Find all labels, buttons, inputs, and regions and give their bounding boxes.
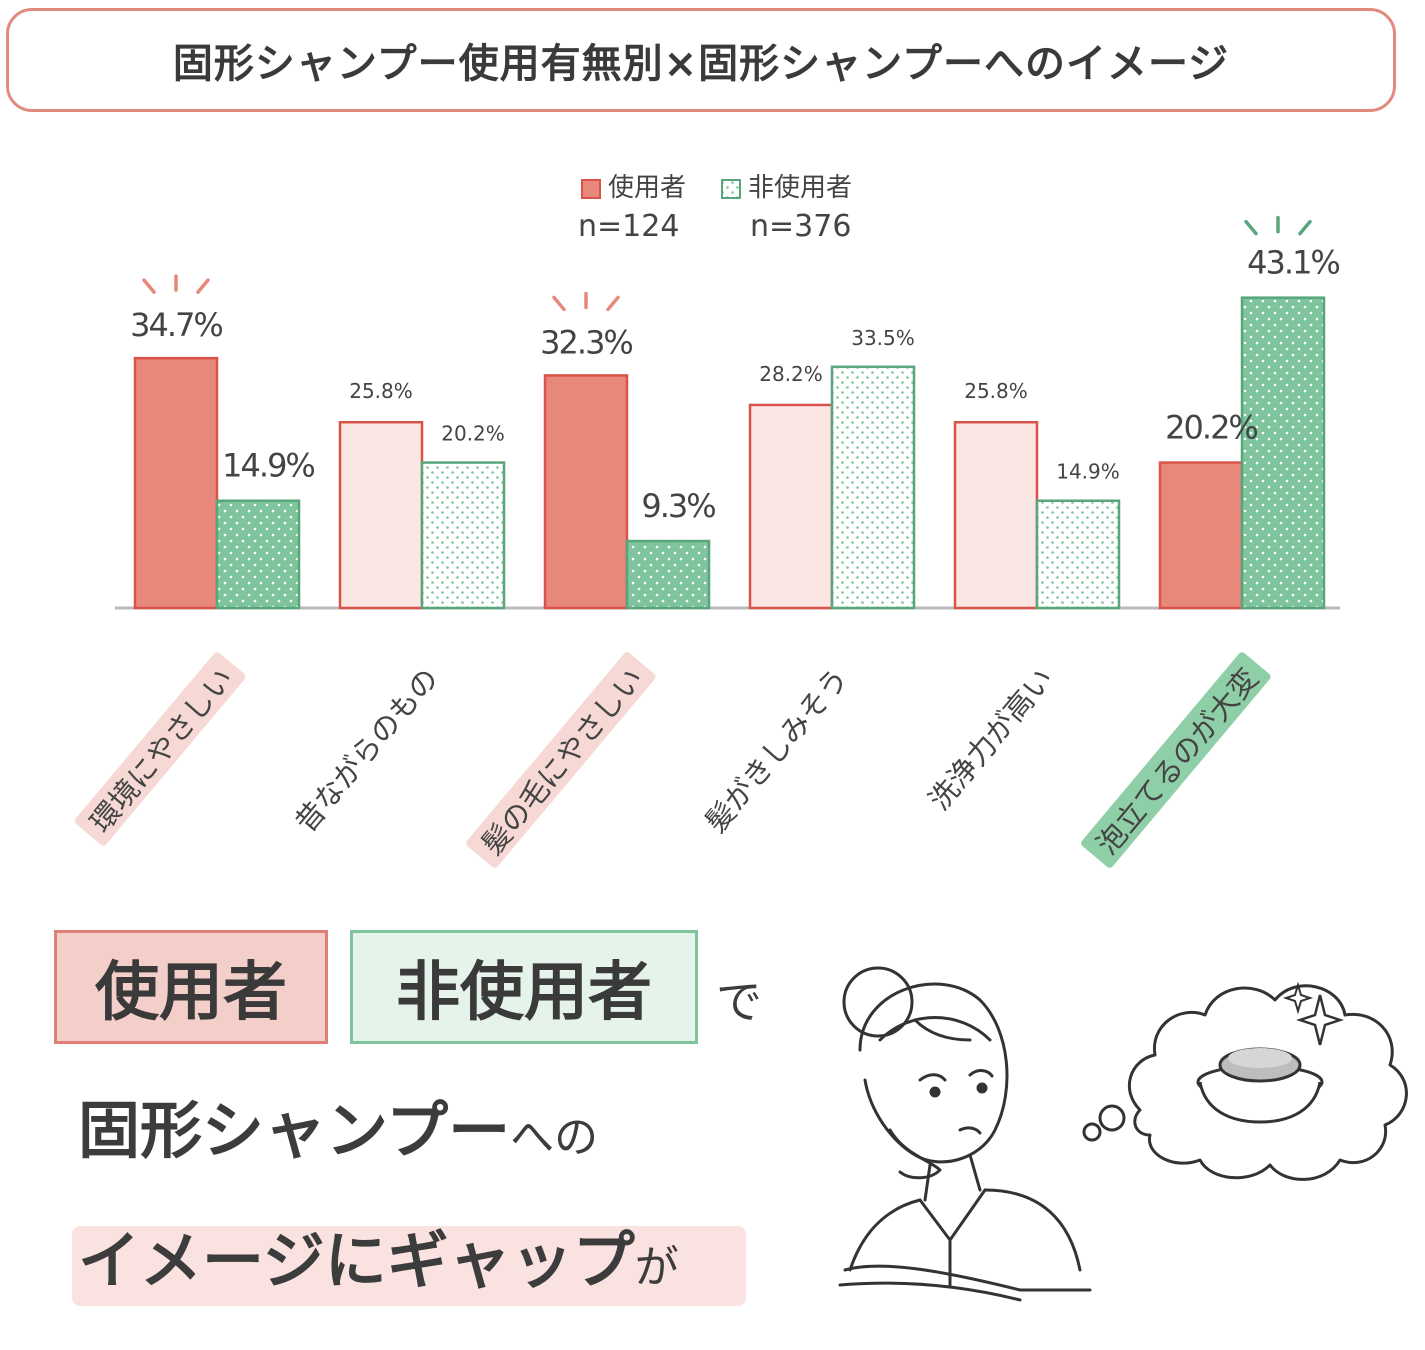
category-label-group-3: 髪がきしみそう [698, 662, 855, 839]
category-label-group-1: 昔ながらのもの [288, 662, 445, 839]
headline-highlight [72, 1226, 746, 1306]
bar-user-4 [953, 420, 1039, 610]
category-label-group-4: 洗浄力が高い [922, 662, 1060, 817]
highlight-rays-2 [552, 291, 620, 312]
bars [115, 296, 1340, 610]
value-label-nonuser-0: 14.9% [222, 447, 314, 485]
bar-user-2 [543, 374, 629, 610]
bar-nonuser-1 [420, 461, 506, 610]
category-label-3: 髪がきしみそう [698, 662, 855, 839]
value-label-user-0: 34.7% [130, 306, 222, 344]
ray-right-0 [196, 278, 210, 294]
ray-left-0 [142, 278, 156, 294]
ray-left-2 [552, 295, 566, 312]
bar-nonuser-5 [1240, 296, 1326, 610]
value-label-user-3: 28.2% [759, 362, 823, 386]
category-highlight-2 [466, 652, 656, 868]
bar-nonuser-2 [625, 539, 711, 610]
category-label-5: 泡立てるのが大変 [1090, 662, 1265, 862]
soap-bar-icon [1196, 1047, 1324, 1124]
legend-user-swatch [581, 179, 601, 199]
chart-title-box: 固形シャンプー使用有無別×固形シャンプーへのイメージ [6, 8, 1396, 112]
legend-user-label: 使用者 [608, 173, 686, 203]
ray-left-5 [1244, 219, 1258, 236]
bar-user-1 [338, 420, 424, 610]
headline-line2: 固形シャンプーへの [78, 1080, 598, 1170]
ray-right-2 [606, 295, 620, 312]
category-label-0: 環境にやさしい [83, 662, 240, 839]
de-text: で [716, 975, 762, 1029]
ray-right-5 [1298, 219, 1312, 236]
category-labels: 環境にやさしい 昔ながらのもの 髪の毛にやさしい 髪がきしみそう 洗浄力が高い 泡立てるの… [74, 652, 1271, 868]
value-label-nonuser-5: 43.1% [1247, 244, 1339, 282]
bar-user-0 [133, 356, 219, 610]
value-label-nonuser-4: 14.9% [1056, 460, 1120, 484]
bar-nonuser-4 [1035, 499, 1121, 610]
user-tag: 使用者 [54, 930, 328, 1044]
value-label-user-1: 25.8% [349, 379, 413, 403]
nonuser-tag: 非使用者 [350, 930, 698, 1044]
legend-user-n: n=124 [578, 209, 679, 244]
category-label-group-5: 泡立てるのが大変 [1081, 652, 1271, 868]
headline-line2-small: への [510, 1112, 599, 1163]
headline-line2-bold: 固形シャンプー [78, 1094, 511, 1167]
value-label-user-5: 20.2% [1165, 409, 1257, 447]
bar-nonuser-3 [830, 365, 916, 610]
legend-nonuser-swatch [721, 179, 741, 199]
woman-thinking-icon [838, 966, 1408, 1302]
value-label-user-4: 25.8% [964, 379, 1028, 403]
bar-nonuser-0 [215, 499, 301, 610]
chart-title: 固形シャンプー使用有無別×固形シャンプーへのイメージ [172, 41, 1230, 87]
category-label-2: 髪の毛にやさしい [475, 662, 650, 862]
headline-line3-small: が [634, 1242, 679, 1293]
headline-line3: イメージにギャップが [78, 1210, 679, 1300]
value-label-nonuser-3: 33.5% [851, 326, 915, 350]
legend-nonuser-label: 非使用者 [748, 173, 852, 203]
value-labels: 34.7% 14.9% 25.8% 20.2% 32.3% 9.3% 28.2% 33.5% 2… [130, 215, 1341, 525]
category-label-group-0: 環境にやさしい [74, 652, 246, 846]
highlight-rays-5 [1244, 215, 1312, 236]
legend: 使用者 n=124 非使用者 n=376 [578, 173, 852, 244]
category-highlight-5 [1081, 652, 1271, 868]
legend-nonuser-n: n=376 [750, 209, 851, 244]
category-highlight-0 [74, 652, 246, 846]
category-label-group-2: 髪の毛にやさしい [466, 652, 656, 868]
bar-user-3 [748, 403, 834, 610]
category-label-4: 洗浄力が高い [922, 662, 1060, 817]
highlight-rays-0 [142, 274, 210, 294]
value-label-nonuser-2: 9.3% [641, 487, 715, 525]
value-label-user-2: 32.3% [540, 323, 632, 361]
category-label-1: 昔ながらのもの [288, 662, 445, 839]
bar-user-5 [1158, 461, 1244, 610]
value-label-nonuser-1: 20.2% [441, 422, 505, 446]
headline-line3-bold: イメージにギャップ [78, 1224, 635, 1297]
bar-chart: 使用者 n=124 非使用者 n=376 34.7% 14.9% 25.8% 20.2% 32… [74, 173, 1341, 868]
